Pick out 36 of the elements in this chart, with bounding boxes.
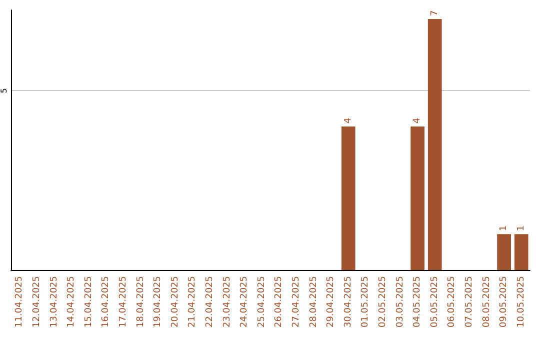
data-label: 4 (412, 118, 423, 124)
x-tick-label: 10.05.2025 (516, 276, 526, 328)
x-tick-label: 03.05.2025 (395, 276, 406, 328)
x-tick-label: 16.04.2025 (101, 276, 112, 328)
x-tick-label: 24.04.2025 (240, 276, 250, 328)
x-tick-label: 21.04.2025 (188, 276, 198, 328)
x-tick-label: 04.05.2025 (412, 276, 423, 328)
x-tick-label: 07.05.2025 (464, 276, 474, 328)
x-tick-label: 05.05.2025 (430, 276, 440, 328)
x-tick-label: 11.04.2025 (14, 276, 25, 328)
x-tick-label: 02.05.2025 (378, 276, 388, 328)
x-tick-label: 28.04.2025 (308, 276, 319, 328)
y-tick-label: 5 (0, 88, 8, 94)
data-label: 1 (499, 225, 510, 232)
x-tick-label: 19.04.2025 (153, 276, 164, 328)
x-tick-label: 30.04.2025 (343, 276, 354, 328)
x-tick-label: 23.04.2025 (222, 276, 232, 328)
data-label: 7 (430, 10, 440, 16)
x-tick-label: 18.04.2025 (136, 276, 146, 328)
x-tick-label: 13.04.2025 (49, 276, 60, 328)
x-tick-label: 06.05.2025 (447, 276, 458, 328)
x-tick-label: 09.05.2025 (499, 276, 510, 328)
x-tick-label: 27.04.2025 (291, 276, 302, 328)
x-tick-label: 20.04.2025 (170, 276, 180, 328)
x-tick-label: 15.04.2025 (84, 276, 94, 328)
x-tick-label: 01.05.2025 (360, 276, 371, 328)
data-label: 1 (516, 225, 526, 232)
x-tick-label: 08.05.2025 (482, 276, 492, 328)
x-tick-label: 22.04.2025 (204, 276, 215, 328)
data-label: 4 (343, 118, 354, 124)
x-tick-label: 12.04.2025 (32, 276, 42, 328)
x-tick-label: 17.04.2025 (118, 276, 128, 328)
x-tick-label: 29.04.2025 (326, 276, 336, 328)
x-tick-label: 26.04.2025 (274, 276, 284, 328)
x-tick-label: 14.04.2025 (66, 276, 77, 328)
x-tick-label: 25.04.2025 (256, 276, 267, 328)
